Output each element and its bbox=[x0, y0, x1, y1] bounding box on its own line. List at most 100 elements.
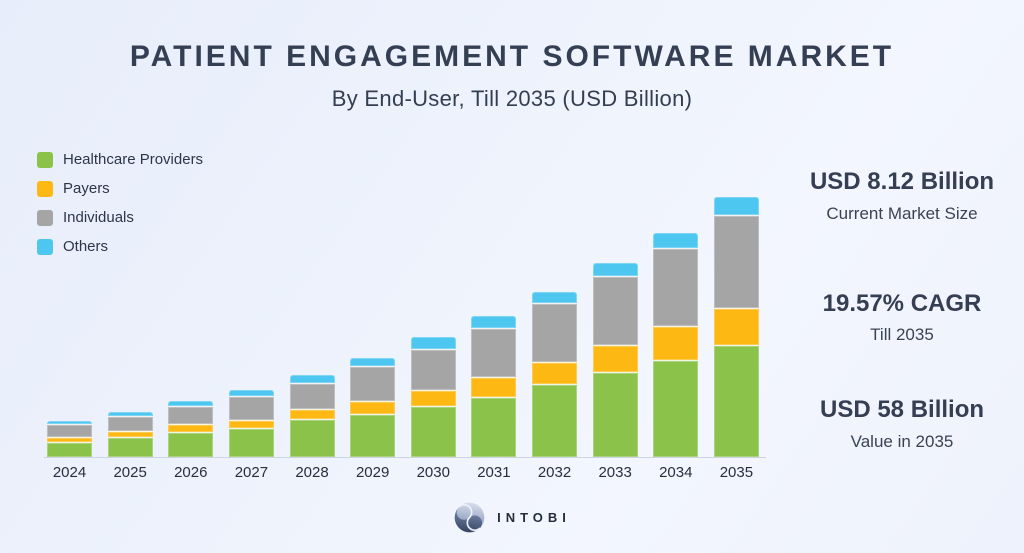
x-axis-labels: 2024 2025 2026 2027 2028 2029 2030 2031 2032 2033… bbox=[47, 464, 759, 481]
legend-swatch-others bbox=[37, 238, 53, 255]
segment-payers bbox=[713, 308, 759, 345]
bar-2029 bbox=[350, 357, 396, 457]
intobi-logo-icon bbox=[454, 502, 485, 533]
segment-individuals bbox=[471, 327, 517, 377]
bar-2032 bbox=[532, 291, 577, 457]
segment-others bbox=[471, 315, 517, 328]
legend-item-payers: Payers bbox=[37, 180, 203, 197]
stats-panel: USD 8.12 Billion Current Market Size 19.57… bbox=[789, 168, 1015, 452]
bar-2025 bbox=[107, 411, 153, 457]
segment-individuals bbox=[713, 214, 759, 309]
bar-2028 bbox=[289, 375, 335, 457]
segment-payers bbox=[168, 424, 214, 432]
legend-label: Healthcare Providers bbox=[63, 151, 204, 168]
segment-healthcare-providers bbox=[653, 360, 699, 457]
segment-healthcare-providers bbox=[168, 431, 214, 457]
page-title: PATIENT ENGAGEMENT SOFTWARE MARKET bbox=[129, 40, 895, 73]
segment-others bbox=[168, 401, 214, 407]
segment-payers bbox=[653, 326, 699, 361]
segment-healthcare-providers bbox=[47, 441, 92, 457]
segment-individuals bbox=[653, 247, 699, 327]
segment-payers bbox=[107, 431, 153, 437]
bar-2034 bbox=[653, 232, 699, 457]
x-axis-label-2026: 2026 bbox=[174, 464, 208, 481]
segment-others bbox=[289, 375, 335, 383]
x-axis-label-2032: 2032 bbox=[537, 464, 572, 481]
stacked-bar-chart bbox=[47, 195, 759, 457]
legend-swatch-payers bbox=[37, 180, 53, 197]
x-axis-label-2027: 2027 bbox=[234, 464, 269, 481]
segment-individuals bbox=[47, 424, 92, 438]
x-axis-label-2030: 2030 bbox=[416, 464, 450, 481]
segment-individuals bbox=[228, 396, 274, 420]
segment-payers bbox=[289, 409, 335, 419]
segment-others bbox=[653, 232, 699, 248]
segment-healthcare-providers bbox=[471, 397, 517, 457]
x-axis-label-2025: 2025 bbox=[113, 464, 147, 481]
stat-value: 19.57% CAGR bbox=[822, 289, 982, 317]
stat-label: Current Market Size bbox=[826, 203, 978, 223]
brand-footer: INTOBI bbox=[0, 501, 1024, 534]
segment-healthcare-providers bbox=[350, 414, 396, 457]
x-axis-label-2024: 2024 bbox=[52, 464, 87, 481]
stat-current-market-size: USD 8.12 Billion Current Market Size bbox=[810, 168, 994, 224]
segment-individuals bbox=[532, 303, 577, 362]
segment-others bbox=[47, 420, 92, 425]
bar-2027 bbox=[228, 390, 274, 457]
legend-swatch-individuals bbox=[37, 209, 53, 226]
legend-label: Others bbox=[63, 238, 109, 255]
stat-label: Till 2035 bbox=[870, 325, 934, 345]
bar-2026 bbox=[168, 401, 214, 457]
bar-2024 bbox=[47, 420, 92, 457]
segment-individuals bbox=[592, 276, 638, 346]
segment-healthcare-providers bbox=[410, 406, 456, 457]
stat-value-in-2035: USD 58 Billion Value in 2035 bbox=[820, 396, 984, 452]
x-axis-label-2033: 2033 bbox=[598, 464, 632, 481]
x-axis-label-2035: 2035 bbox=[719, 464, 754, 481]
legend-item-individuals: Individuals bbox=[37, 209, 203, 226]
segment-payers bbox=[532, 362, 577, 384]
legend-label: Payers bbox=[63, 180, 110, 197]
legend-label: Individuals bbox=[63, 209, 134, 226]
segment-healthcare-providers bbox=[289, 418, 335, 457]
segment-others bbox=[350, 357, 396, 367]
stat-till-2035: 19.57% CAGR Till 2035 bbox=[823, 290, 982, 346]
segment-healthcare-providers bbox=[713, 344, 759, 457]
chart-legend: Healthcare Providers Payers Individuals Oth… bbox=[37, 151, 203, 255]
segment-others bbox=[592, 262, 638, 277]
bar-2031 bbox=[471, 315, 517, 457]
legend-item-healthcare-providers: Healthcare Providers bbox=[37, 151, 203, 168]
segment-payers bbox=[350, 401, 396, 415]
x-axis-label-2029: 2029 bbox=[355, 464, 390, 481]
segment-individuals bbox=[107, 416, 153, 432]
segment-others bbox=[107, 411, 153, 417]
bar-2035 bbox=[713, 197, 759, 457]
segment-others bbox=[532, 291, 577, 304]
stat-value: USD 58 Billion bbox=[819, 396, 985, 424]
segment-individuals bbox=[168, 406, 214, 425]
segment-individuals bbox=[350, 366, 396, 402]
segment-individuals bbox=[289, 382, 335, 410]
stat-label: Value in 2035 bbox=[850, 431, 954, 451]
x-axis-label-2028: 2028 bbox=[295, 464, 329, 481]
segment-payers bbox=[228, 419, 274, 429]
segment-payers bbox=[410, 390, 456, 407]
segment-healthcare-providers bbox=[228, 428, 274, 457]
segment-others bbox=[228, 390, 274, 397]
brand-name: INTOBI bbox=[497, 510, 571, 525]
segment-payers bbox=[592, 345, 638, 373]
bar-2030 bbox=[410, 337, 456, 457]
legend-item-others: Others bbox=[37, 238, 203, 255]
bar-2033 bbox=[592, 262, 638, 457]
stat-value: USD 8.12 Billion bbox=[809, 168, 995, 195]
segment-healthcare-providers bbox=[107, 436, 153, 457]
x-axis-line bbox=[44, 457, 766, 458]
segment-healthcare-providers bbox=[532, 383, 577, 457]
legend-swatch-healthcare-providers bbox=[37, 151, 53, 168]
segment-others bbox=[410, 337, 456, 349]
page-subtitle: By End-User, Till 2035 (USD Billion) bbox=[331, 86, 693, 111]
segment-individuals bbox=[410, 348, 456, 391]
x-axis-label-2031: 2031 bbox=[477, 464, 511, 481]
x-axis-label-2034: 2034 bbox=[659, 464, 693, 481]
